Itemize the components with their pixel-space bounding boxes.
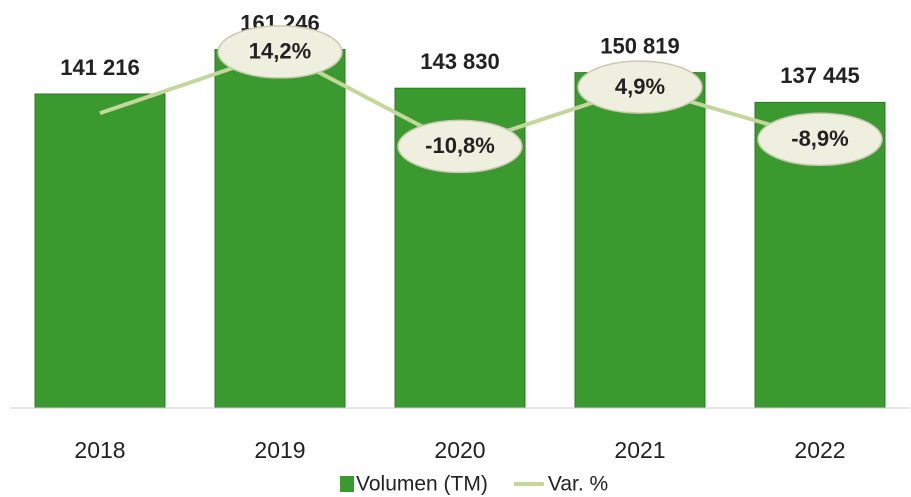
x-tick-label: 2022 [794,437,845,463]
data-label: 137 445 [780,63,860,88]
bar [34,93,166,409]
data-label: -8,9% [791,126,848,151]
x-tick-label: 2020 [434,437,485,463]
data-label: -10,8% [425,133,495,158]
label-bubble [577,60,703,114]
data-label: 4,9% [615,74,665,99]
x-tick-label: 2019 [254,437,305,463]
legend-swatch [340,476,354,492]
label-bubble [757,112,883,166]
bar [574,72,706,409]
data-label: 14,2% [249,39,311,64]
label-bubble [397,119,523,174]
label-bubble [217,25,343,79]
data-label: 150 819 [600,33,680,58]
legend-label: Volumen (TM) [356,473,488,496]
bar [214,48,346,409]
legend-label: Var. % [548,473,608,496]
data-label: 143 830 [420,49,500,74]
data-label: 141 216 [60,55,140,80]
x-tick-label: 2018 [74,437,125,463]
x-tick-label: 2021 [614,437,665,463]
